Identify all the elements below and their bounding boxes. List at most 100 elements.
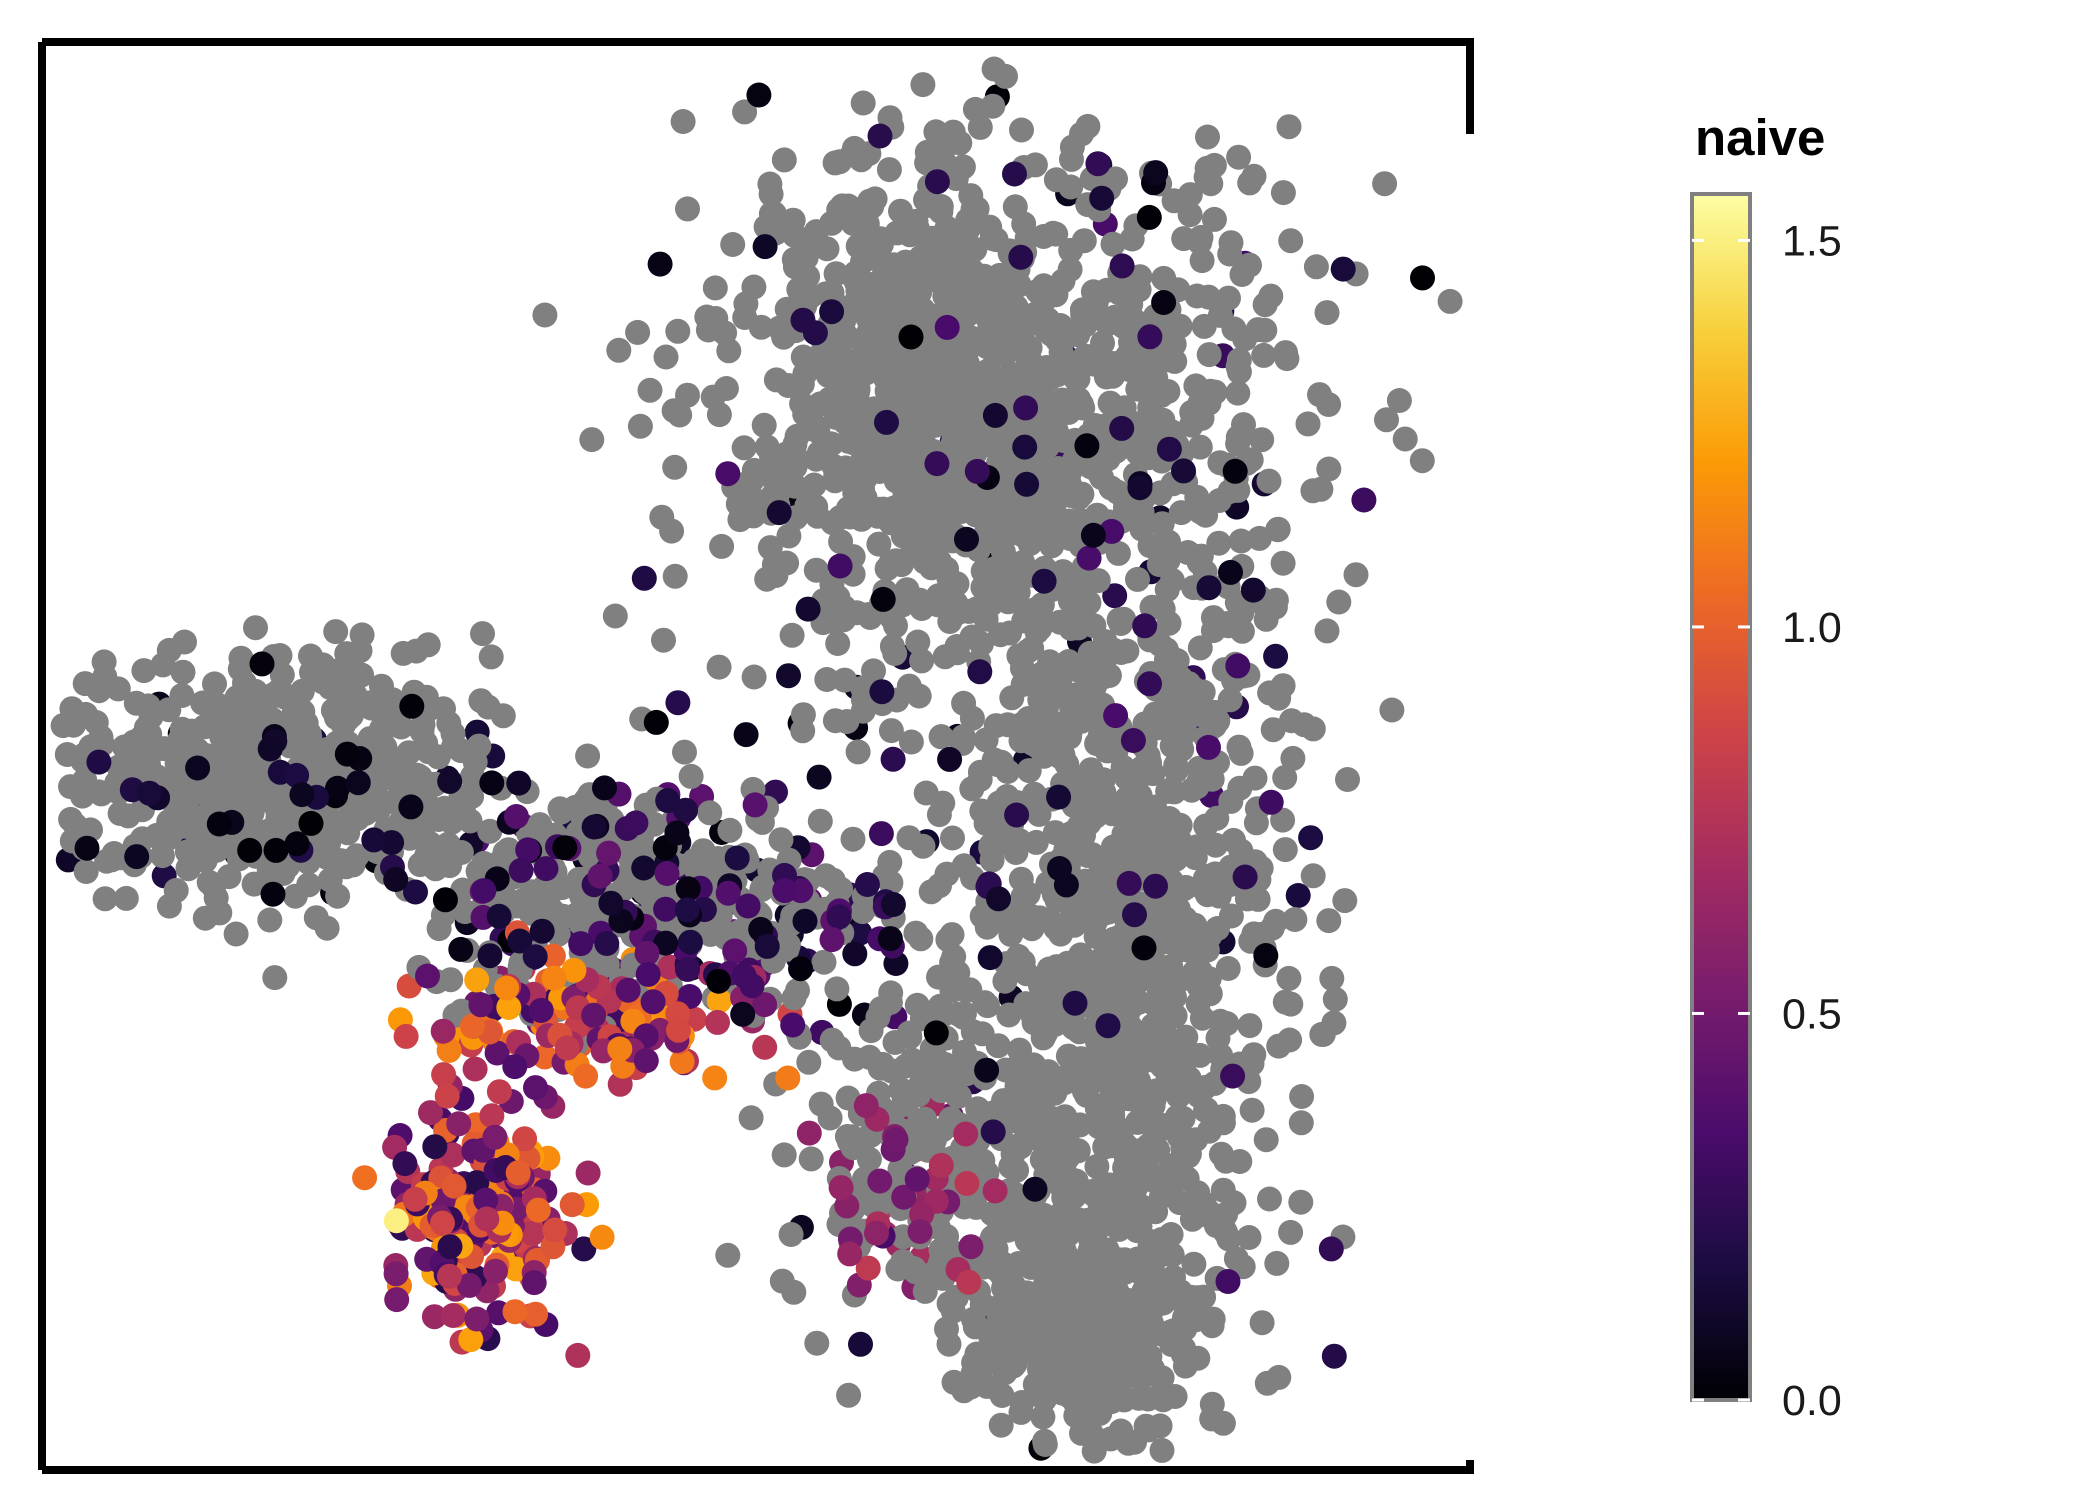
data-point-4035 — [937, 746, 963, 772]
data-point-2077 — [1221, 827, 1246, 853]
data-point-2360 — [1111, 821, 1137, 847]
data-point-3481 — [824, 976, 850, 1002]
data-point-1021 — [1270, 807, 1296, 833]
data-point-517 — [840, 826, 866, 852]
data-point-2667 — [1014, 1308, 1040, 1334]
data-point-3080 — [423, 806, 449, 832]
data-point-4078 — [780, 1012, 806, 1038]
data-point-832 — [751, 412, 777, 438]
data-point-1629 — [1187, 635, 1213, 661]
data-point-2122 — [1086, 460, 1112, 486]
data-point-3160 — [243, 678, 268, 704]
data-point-4060 — [1143, 160, 1169, 186]
data-point-2297 — [1142, 701, 1168, 727]
data-point-4057 — [964, 458, 990, 484]
data-point-3146 — [436, 710, 462, 736]
data-point-1791 — [1019, 635, 1045, 661]
data-point-4127 — [136, 780, 162, 806]
data-point-3937 — [722, 938, 748, 964]
data-point-563 — [1314, 618, 1340, 644]
data-point-3999 — [634, 940, 660, 966]
data-point-1515 — [980, 430, 1006, 456]
data-point-2140 — [1218, 788, 1244, 814]
data-point-4046 — [980, 1119, 1006, 1145]
data-point-409 — [807, 808, 833, 834]
data-point-2335 — [1194, 876, 1219, 902]
data-point-3153 — [107, 801, 133, 826]
data-point-3818 — [437, 1234, 463, 1260]
data-point-913 — [1051, 428, 1077, 453]
data-point-3141 — [123, 690, 149, 716]
data-point-3099 — [141, 738, 167, 764]
data-point-3911 — [523, 1075, 548, 1101]
data-point-3904 — [607, 1036, 633, 1062]
data-point-3072 — [73, 701, 99, 727]
data-point-1228 — [993, 63, 1018, 89]
data-point-1519 — [844, 471, 869, 497]
data-point-1440 — [792, 401, 818, 427]
data-point-3037 — [290, 699, 316, 725]
data-point-2693 — [1053, 1308, 1079, 1334]
data-point-802 — [905, 629, 931, 655]
data-point-3215 — [285, 722, 311, 748]
data-point-2231 — [1214, 611, 1240, 636]
data-point-2206 — [1213, 1148, 1239, 1174]
data-point-1112 — [822, 708, 848, 734]
data-point-619 — [1201, 206, 1227, 232]
data-point-2605 — [1185, 1285, 1211, 1311]
data-point-813 — [670, 109, 696, 134]
data-point-2637 — [1133, 1255, 1159, 1281]
data-point-3131 — [334, 641, 360, 667]
data-point-1604 — [1012, 417, 1037, 443]
data-point-2392 — [993, 1057, 1019, 1083]
data-point-1518 — [893, 383, 919, 409]
data-point-3423 — [749, 876, 775, 902]
data-point-1918 — [1186, 1083, 1212, 1109]
data-point-2589 — [1175, 1191, 1201, 1217]
data-point-2260 — [951, 690, 977, 716]
data-point-4102 — [1109, 253, 1135, 279]
data-point-1331 — [835, 428, 861, 454]
data-point-1612 — [1178, 412, 1204, 438]
data-point-469 — [801, 472, 827, 498]
data-point-4020 — [1156, 436, 1182, 462]
data-point-244 — [1351, 487, 1377, 513]
data-point-3224 — [241, 871, 267, 897]
data-point-55 — [462, 1056, 488, 1082]
data-point-663 — [1218, 230, 1244, 256]
data-point-1730 — [1264, 1250, 1290, 1276]
data-point-1520 — [789, 371, 815, 397]
data-point-4019 — [733, 722, 759, 748]
data-point-2308 — [1018, 991, 1044, 1017]
data-point-1104 — [1195, 124, 1220, 150]
data-point-408 — [1278, 228, 1304, 254]
data-point-3744 — [431, 1062, 457, 1088]
data-point-3595 — [1055, 1221, 1081, 1247]
data-point-4040 — [974, 1057, 1000, 1083]
data-point-2331 — [983, 713, 1009, 739]
data-point-2054 — [1316, 908, 1342, 934]
data-point-2103 — [1262, 594, 1288, 620]
data-point-1538 — [896, 427, 922, 452]
data-point-75 — [571, 1236, 597, 1262]
data-point-2640 — [1148, 1366, 1174, 1392]
data-point-1948 — [1049, 460, 1074, 486]
data-point-4160 — [928, 1152, 954, 1178]
data-point-4158 — [956, 1269, 982, 1295]
data-point-2939 — [223, 921, 249, 947]
color-legend: naive 0.0 0.5 1.0 1.5 — [1690, 109, 1842, 1425]
data-point-235 — [868, 821, 894, 847]
data-point-2618 — [1106, 1216, 1132, 1242]
data-point-1545 — [906, 303, 932, 329]
data-point-3678 — [796, 1049, 822, 1075]
data-point-3657 — [738, 1105, 764, 1131]
data-point-2997 — [282, 883, 308, 909]
data-point-4030 — [1012, 434, 1038, 460]
data-point-3571 — [1043, 1074, 1069, 1100]
data-point-3593 — [980, 1316, 1006, 1342]
data-point-720 — [1125, 566, 1150, 592]
data-point-3765 — [483, 1258, 508, 1284]
data-point-816 — [1168, 500, 1194, 526]
data-point-3349 — [435, 831, 461, 857]
data-point-4091 — [1008, 244, 1034, 270]
